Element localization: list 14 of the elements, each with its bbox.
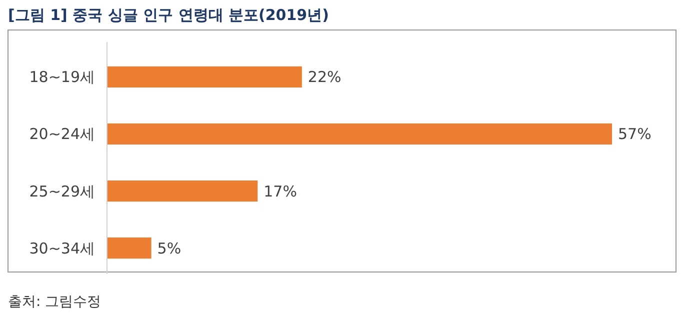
y-tick-label: 18~19세 [29, 68, 95, 86]
data-label: 17% [264, 182, 297, 200]
bar [107, 123, 612, 145]
bar [107, 237, 152, 259]
y-tick-label: 20~24세 [29, 125, 95, 144]
y-tick-label: 25~29세 [29, 182, 95, 200]
source-note: 출처: 그림수정 [8, 294, 102, 310]
y-tick-label: 30~34세 [29, 239, 95, 258]
bar [107, 66, 302, 88]
data-label: 57% [618, 125, 652, 144]
chart-title: [그림 1] 중국 싱글 인구 연령대 분포(2019년) [8, 6, 329, 24]
bar [107, 180, 258, 202]
data-label: 22% [308, 68, 342, 86]
data-label: 5% [157, 239, 182, 258]
